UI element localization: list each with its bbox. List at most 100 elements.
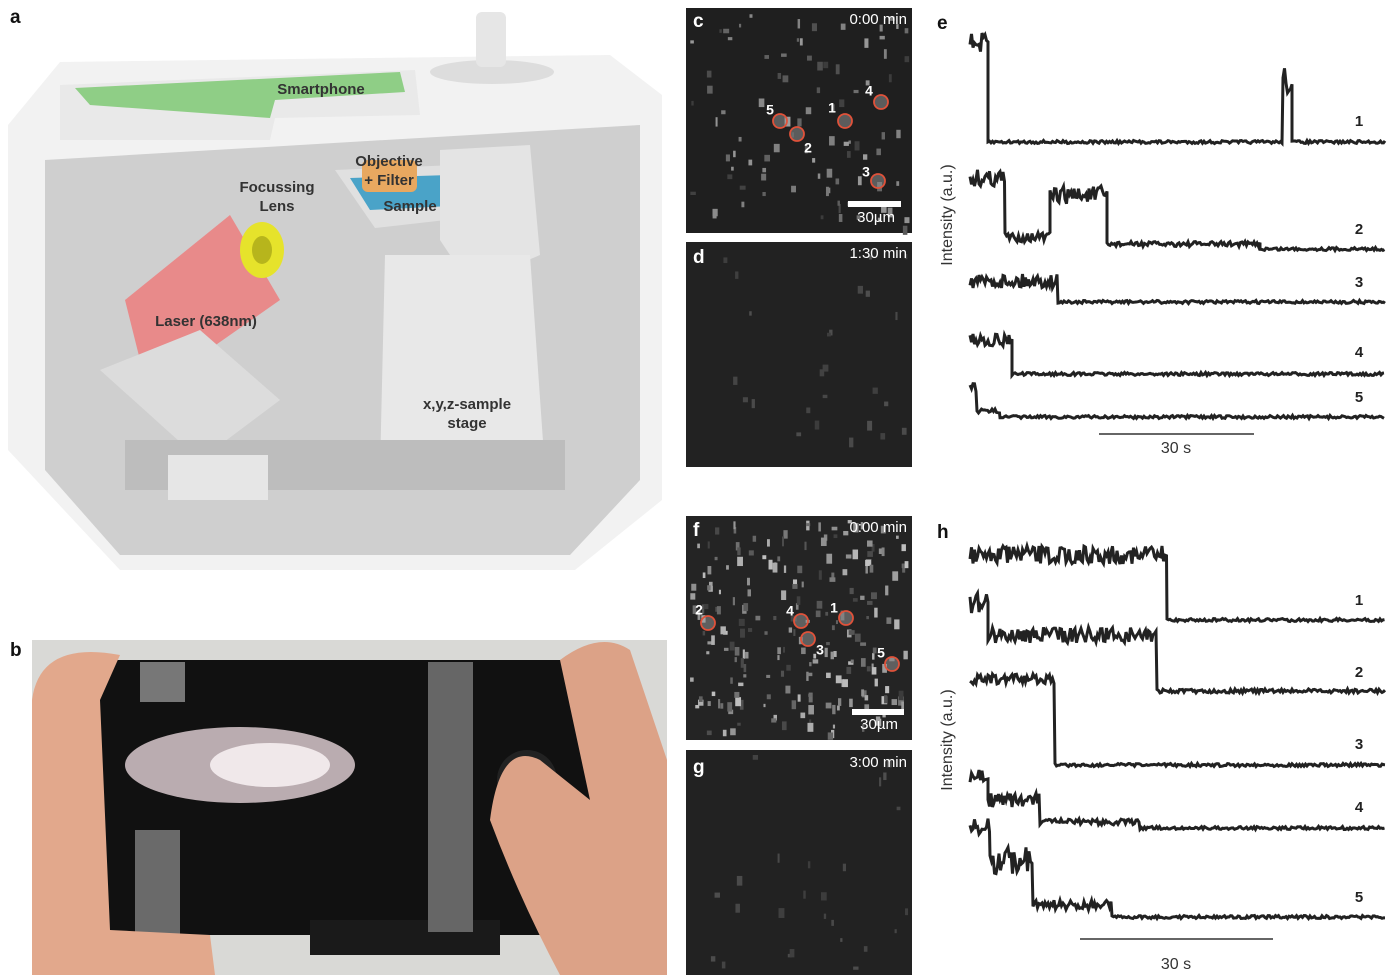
speck	[741, 202, 744, 208]
speck	[819, 570, 822, 579]
speck	[708, 566, 712, 574]
speck	[849, 630, 855, 635]
scale-label: 30µm	[857, 209, 895, 226]
speck	[724, 648, 729, 651]
speck	[690, 677, 694, 681]
speck	[796, 432, 801, 436]
speck	[855, 634, 861, 642]
speck	[748, 589, 751, 596]
speck	[884, 49, 887, 59]
speck	[853, 967, 858, 970]
speck	[730, 728, 736, 735]
speck	[783, 647, 785, 653]
speck	[767, 694, 771, 699]
scale-bar	[852, 709, 904, 715]
trace	[970, 33, 1385, 143]
speck	[783, 530, 787, 538]
speck	[781, 671, 784, 677]
speck	[860, 596, 864, 600]
speck	[864, 946, 868, 952]
speck	[816, 611, 821, 618]
speck	[826, 673, 831, 678]
panel-letter: d	[693, 247, 705, 268]
speck	[773, 616, 776, 620]
speck	[797, 596, 801, 605]
speck	[884, 695, 887, 703]
speck	[735, 697, 741, 706]
speck	[800, 38, 803, 45]
speck	[899, 691, 904, 700]
panel-letter: g	[693, 757, 705, 778]
speck	[781, 590, 786, 600]
speck	[720, 626, 725, 634]
speck	[896, 130, 900, 138]
speck	[781, 53, 787, 56]
speck	[791, 186, 796, 193]
speck	[764, 55, 769, 59]
speck	[826, 703, 832, 709]
speck	[837, 201, 839, 206]
speck	[703, 572, 706, 578]
trace-label: 1	[1355, 592, 1363, 609]
speck	[726, 565, 729, 569]
spot-circle	[790, 127, 804, 141]
speck	[764, 155, 770, 162]
speck	[767, 539, 770, 546]
speck	[715, 557, 718, 560]
speck	[861, 689, 864, 696]
speck	[867, 601, 872, 605]
panel-letter: h	[937, 522, 949, 543]
speck	[707, 86, 713, 94]
spot-circle	[874, 95, 888, 109]
speck	[889, 74, 892, 82]
time-stamp: 0:00 min	[849, 519, 907, 536]
speck	[827, 169, 833, 178]
speck	[730, 677, 733, 683]
label: Objective	[355, 153, 423, 170]
speck	[790, 949, 795, 957]
speck	[849, 699, 853, 707]
speck	[784, 565, 786, 572]
spot-label: 3	[816, 642, 824, 658]
speck	[872, 653, 874, 660]
speck	[839, 214, 843, 222]
trace	[970, 334, 1384, 376]
speck	[789, 627, 792, 632]
speck	[708, 541, 710, 548]
speck	[797, 118, 801, 126]
speck	[711, 635, 715, 645]
speck	[697, 544, 700, 549]
speck	[738, 683, 743, 686]
speck	[763, 704, 765, 707]
speck	[764, 631, 767, 635]
speck	[800, 713, 805, 719]
speck	[826, 642, 830, 645]
speck	[858, 286, 863, 294]
speck	[785, 686, 790, 694]
speck	[808, 694, 812, 697]
speck	[720, 703, 723, 709]
spot-circle	[885, 657, 899, 671]
speck	[761, 174, 766, 181]
speck	[707, 585, 710, 590]
panel-letter: c	[693, 11, 704, 32]
spot-label: 3	[862, 164, 870, 180]
speck	[836, 675, 842, 683]
speck	[739, 24, 741, 28]
speck	[743, 674, 746, 677]
speck	[783, 75, 789, 82]
speck	[892, 571, 898, 580]
spot-label: 5	[877, 645, 885, 661]
speck	[735, 271, 738, 278]
speck	[734, 692, 739, 698]
spot-circle	[839, 611, 853, 625]
speck	[740, 629, 745, 638]
trace	[970, 170, 1385, 251]
speck	[755, 616, 760, 621]
speck	[880, 36, 885, 40]
speck	[778, 73, 781, 79]
label: Smartphone	[277, 81, 365, 98]
speck	[777, 647, 781, 654]
spot-circle	[838, 114, 852, 128]
speck	[707, 731, 712, 736]
